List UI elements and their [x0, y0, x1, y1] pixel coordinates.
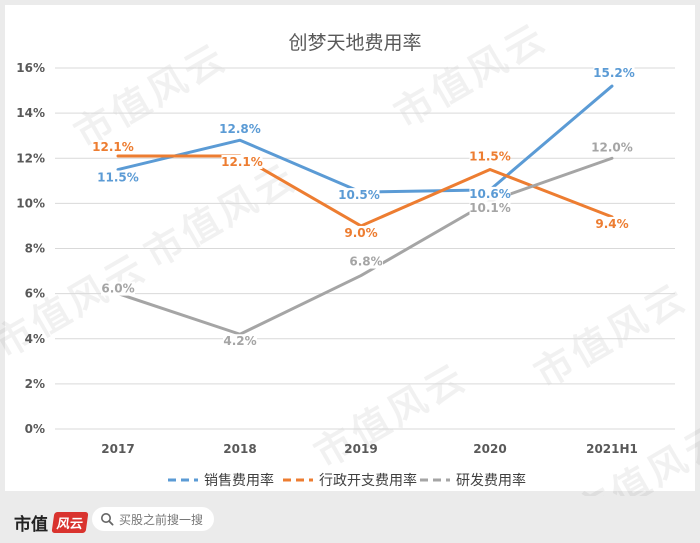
data-label: 12.1%	[221, 155, 263, 169]
brand-stamp: 风云	[51, 512, 89, 533]
data-label: 10.1%	[469, 201, 511, 215]
data-label-bg	[221, 154, 263, 169]
data-label-bg	[344, 225, 378, 240]
data-label: 12.0%	[591, 140, 633, 154]
data-label: 15.2%	[593, 66, 635, 80]
data-label-bg	[349, 254, 383, 269]
data-label: 11.5%	[97, 171, 139, 185]
data-label: 6.0%	[101, 282, 134, 296]
data-label: 9.0%	[344, 226, 377, 240]
data-label-bg	[92, 139, 134, 154]
data-label: 12.8%	[219, 122, 261, 136]
series-line	[116, 156, 614, 336]
x-tick-label: 2021H1	[586, 442, 638, 456]
y-tick-label: 10%	[16, 196, 45, 210]
chart-title: 创梦天地费用率	[288, 32, 421, 54]
x-tick-label: 2017	[101, 442, 134, 456]
y-tick-label: 0%	[25, 422, 45, 436]
data-label-bg	[101, 281, 135, 296]
series-line	[116, 84, 614, 194]
data-label: 9.4%	[595, 217, 628, 231]
data-label-bg	[338, 188, 380, 203]
data-label: 10.6%	[469, 187, 511, 201]
brand-text: 市值	[14, 515, 48, 535]
data-label: 4.2%	[223, 334, 256, 348]
data-label-bg	[469, 201, 511, 216]
data-label-bg	[469, 149, 511, 164]
data-label: 6.8%	[349, 255, 382, 269]
legend-label: 行政开支费用率	[319, 472, 417, 489]
x-tick-label: 2019	[344, 442, 377, 456]
data-label-bg	[593, 66, 635, 81]
data-label-bg	[219, 122, 261, 137]
search-icon	[101, 513, 114, 526]
search-placeholder: 买股之前搜一搜	[119, 512, 204, 527]
data-label-bg	[591, 140, 633, 155]
footer-bar: 市值 风云 买股之前搜一搜	[0, 496, 700, 543]
y-tick-label: 6%	[25, 287, 45, 301]
data-label-bg	[97, 170, 139, 185]
data-label: 11.5%	[469, 150, 511, 164]
y-tick-label: 16%	[16, 61, 45, 75]
y-tick-label: 12%	[16, 151, 45, 165]
brand-logo[interactable]: 市值 风云	[14, 510, 89, 535]
y-tick-label: 14%	[16, 106, 45, 120]
search-box[interactable]: 买股之前搜一搜	[92, 507, 214, 531]
y-tick-label: 2%	[25, 377, 45, 391]
x-tick-label: 2020	[473, 442, 506, 456]
y-tick-label: 8%	[25, 242, 45, 256]
line-chart: 创梦天地费用率 0% 2% 4% 6% 8% 10% 12% 14% 16% 2017 2018 20…	[16, 32, 675, 489]
legend-label: 销售费用率	[204, 472, 274, 489]
data-label-bg	[595, 216, 629, 231]
data-label: 12.1%	[92, 140, 134, 154]
data-label: 10.5%	[338, 188, 380, 202]
data-label-bg	[469, 186, 511, 201]
data-label-bg	[223, 334, 257, 349]
y-tick-label: 4%	[25, 332, 45, 346]
x-tick-label: 2018	[223, 442, 256, 456]
legend-label: 研发费用率	[456, 472, 526, 489]
